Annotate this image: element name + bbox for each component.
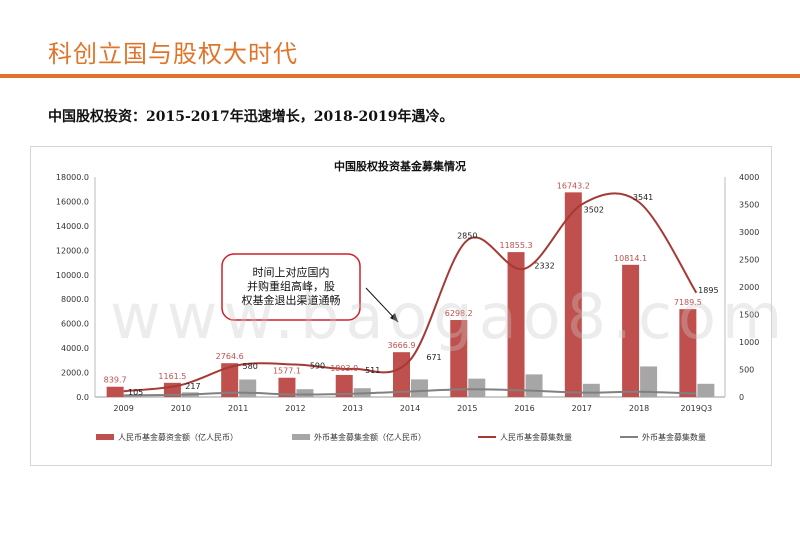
- line-rmb-value-label: 2332: [534, 262, 554, 271]
- bar-rmb-amount: [393, 352, 410, 397]
- line-rmb-value-label: 217: [185, 382, 200, 391]
- legend-label: 人民币基金募集数量: [500, 432, 572, 442]
- bar-foreign-amount: [296, 389, 314, 397]
- line-rmb-value-label: 511: [365, 366, 380, 375]
- bar-rmb-value-label: 10814.1: [614, 254, 647, 263]
- y-right-tick-label: 2000: [739, 283, 759, 292]
- y-right-tick-label: 3000: [739, 228, 759, 237]
- legend-swatch: [96, 434, 114, 440]
- y-right-tick-label: 3500: [739, 201, 759, 210]
- line-rmb-value-label: 671: [426, 353, 441, 362]
- bar-rmb-amount: [278, 377, 296, 397]
- bar-rmb-amount: [335, 374, 353, 397]
- x-tick-label: 2016: [514, 404, 534, 413]
- bar-rmb-value-label: 839.7: [104, 376, 127, 385]
- legend-label: 人民币基金募资金额（亿人民币）: [118, 432, 238, 442]
- bar-foreign-amount: [468, 378, 486, 397]
- x-tick-label: 2009: [113, 404, 133, 413]
- bar-foreign-amount: [582, 383, 600, 397]
- bar-rmb-amount: [106, 386, 124, 397]
- line-rmb-value-label: 3541: [633, 193, 653, 202]
- annotation-text-line: 权基金退出渠道通畅: [242, 293, 341, 307]
- bar-rmb-amount: [622, 264, 640, 397]
- title-rule: [0, 74, 800, 78]
- y-right-tick-label: 4000: [739, 173, 759, 182]
- line-rmb-value-label: 590: [310, 362, 325, 371]
- y-left-tick-label: 8000.0: [61, 295, 89, 304]
- bar-rmb-value-label: 2764.6: [216, 352, 244, 361]
- y-left-tick-label: 12000.0: [56, 246, 89, 255]
- bar-rmb-value-label: 1577.1: [273, 367, 301, 376]
- legend-swatch: [292, 434, 310, 440]
- y-left-tick-label: 4000.0: [61, 344, 89, 353]
- annotation-arrowhead: [390, 313, 398, 322]
- bar-foreign-amount: [525, 374, 543, 397]
- line-rmb-count: [123, 192, 698, 393]
- y-right-tick-label: 2500: [739, 256, 759, 265]
- bar-rmb-amount: [564, 192, 582, 397]
- y-left-tick-label: 18000.0: [56, 173, 89, 182]
- x-tick-label: 2019Q3: [680, 404, 712, 413]
- bar-foreign-amount: [640, 366, 658, 397]
- x-tick-label: 2010: [171, 404, 191, 413]
- y-left-tick-label: 6000.0: [61, 320, 89, 329]
- x-tick-label: 2011: [228, 404, 248, 413]
- line-rmb-value-label: 2850: [457, 231, 477, 240]
- line-foreign-count: [123, 388, 697, 397]
- bar-rmb-value-label: 11855.3: [499, 241, 532, 250]
- bar-rmb-value-label: 7189.5: [674, 298, 702, 307]
- bar-foreign-amount: [697, 383, 715, 397]
- bar-foreign-amount: [411, 379, 428, 397]
- bar-rmb-value-label: 3666.9: [388, 341, 416, 350]
- page-subtitle: 中国股权投资：2015-2017年迅速增长，2018-2019年遇冷。: [48, 109, 454, 125]
- x-tick-label: 2014: [400, 404, 420, 413]
- x-tick-label: 2018: [629, 404, 649, 413]
- x-tick-label: 2015: [457, 404, 477, 413]
- annotation-text-line: 时间上对应国内: [253, 265, 330, 279]
- legend-label: 外币基金募集金额（亿人民币）: [314, 432, 426, 442]
- y-left-tick-label: 10000.0: [56, 271, 89, 280]
- bar-foreign-amount: [239, 379, 257, 397]
- x-tick-label: 2012: [285, 404, 305, 413]
- bar-rmb-value-label: 1803.0: [330, 364, 358, 373]
- line-rmb-value-label: 1895: [698, 286, 718, 295]
- bar-rmb-amount: [450, 320, 468, 397]
- x-tick-label: 2017: [572, 404, 592, 413]
- y-left-tick-label: 14000.0: [56, 222, 89, 231]
- bar-rmb-amount: [679, 309, 697, 397]
- line-rmb-value-label: 105: [128, 388, 143, 397]
- page-title: 科创立国与股权大时代: [48, 40, 298, 68]
- chart-frame: [30, 146, 772, 466]
- y-right-tick-label: 0: [739, 393, 744, 402]
- annotation-box: [221, 253, 361, 321]
- bar-rmb-value-label: 1161.5: [158, 372, 186, 381]
- annotation-text-line: 并购重组高峰，股: [247, 279, 335, 293]
- y-left-tick-label: 16000.0: [56, 197, 89, 206]
- legend-label: 外币基金募集数量: [642, 432, 706, 442]
- x-tick-label: 2013: [343, 404, 363, 413]
- y-right-tick-label: 1000: [739, 338, 759, 347]
- line-rmb-value-label: 580: [243, 362, 258, 371]
- watermark: www.baogao8.com: [110, 280, 789, 353]
- y-left-tick-label: 0.0: [76, 393, 89, 402]
- bar-rmb-value-label: 16743.2: [557, 181, 590, 190]
- line-rmb-value-label: 3502: [584, 205, 604, 214]
- y-right-tick-label: 1500: [739, 311, 759, 320]
- y-left-tick-label: 2000.0: [61, 369, 89, 378]
- bar-rmb-amount: [221, 363, 239, 397]
- bar-rmb-value-label: 6298.2: [445, 309, 473, 318]
- chart-title: 中国股权投资基金募集情况: [334, 159, 466, 173]
- bar-rmb-amount: [507, 252, 525, 397]
- y-right-tick-label: 500: [739, 366, 754, 375]
